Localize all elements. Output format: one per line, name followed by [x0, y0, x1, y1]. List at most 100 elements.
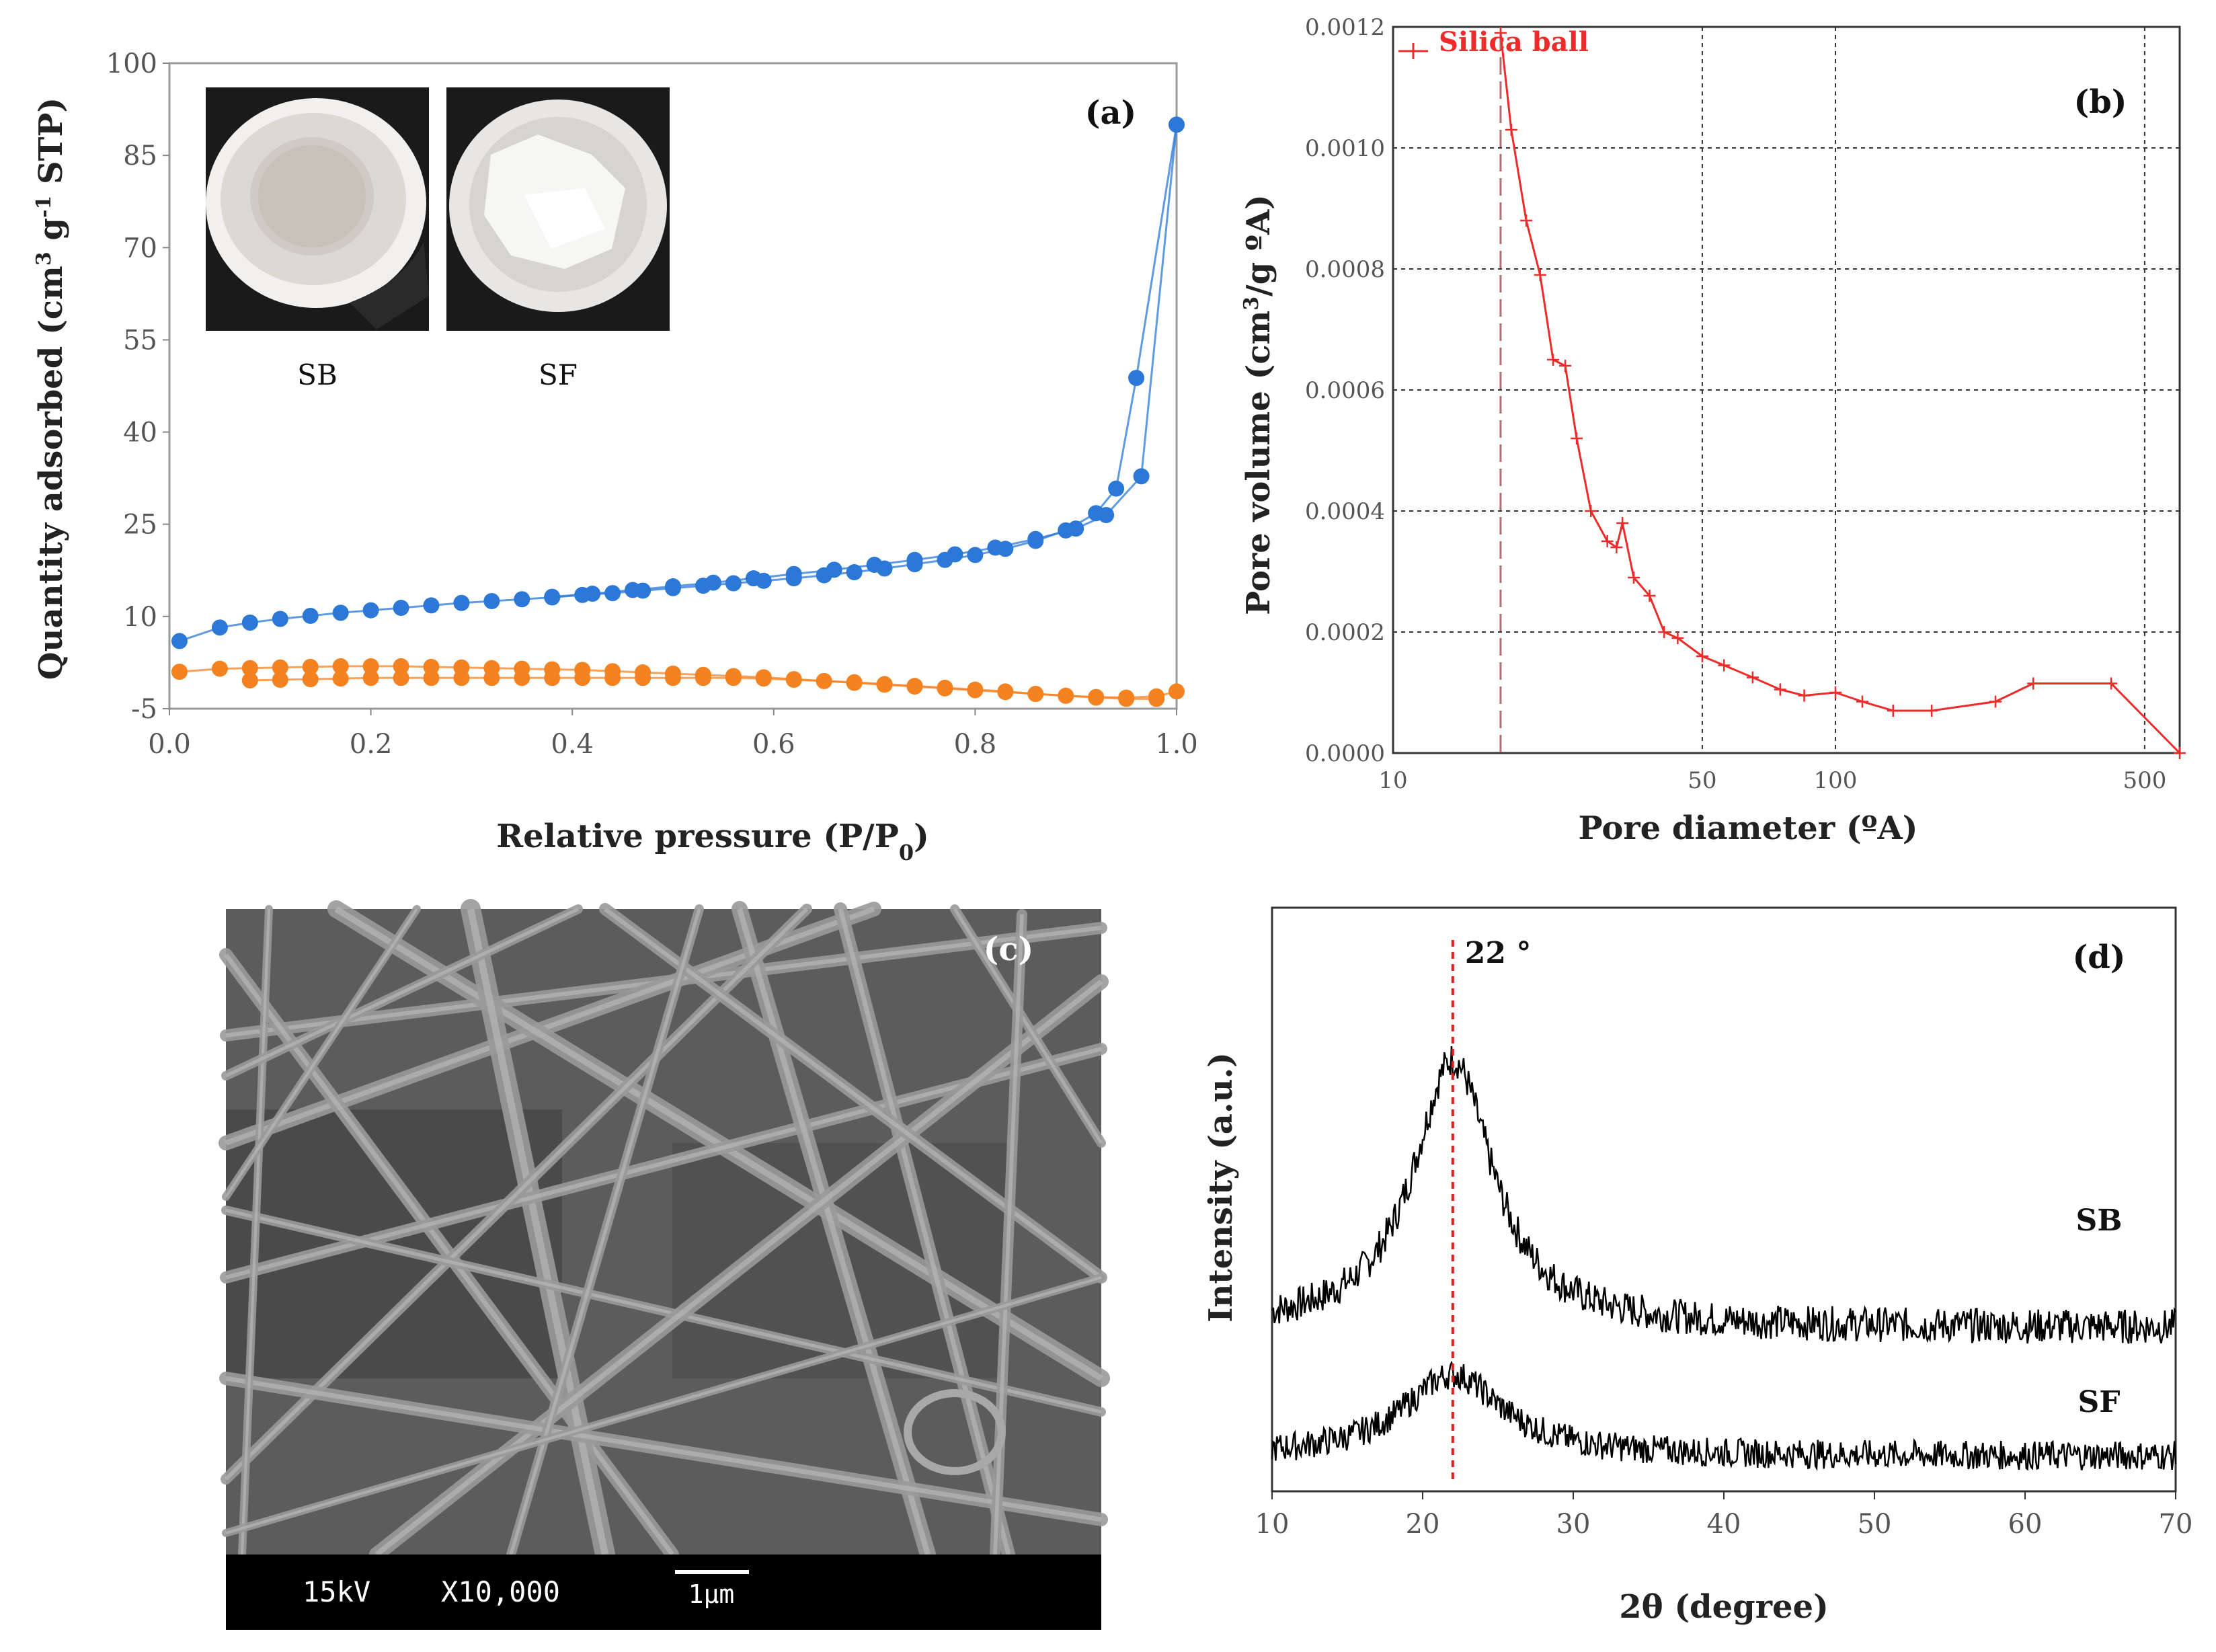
sem-fiber-highlight — [240, 908, 271, 1555]
panel-a-data-point — [604, 585, 621, 602]
panel-a-data-point — [785, 672, 802, 689]
panel-a-data-point — [1108, 480, 1125, 497]
panel-b-y-tick-label: 0.0000 — [1305, 740, 1385, 767]
panel-a-data-point — [362, 602, 379, 619]
panel-a-data-point — [635, 670, 651, 686]
panel-b-data-marker — [1989, 695, 2002, 708]
panel-b-x-tick-label: 500 — [2123, 767, 2166, 794]
panel-a-data-point — [876, 676, 893, 693]
panel-a-data-point — [584, 586, 601, 602]
panel-a-data-point — [393, 658, 409, 674]
panel-b-y-tick-label: 0.0004 — [1305, 498, 1385, 525]
panel-a-data-point — [947, 546, 963, 563]
panel-b-y-tick-label: 0.0012 — [1305, 14, 1385, 41]
panel-b-data-marker — [1926, 705, 1938, 717]
sem-fiber-highlight — [225, 1376, 1102, 1522]
panel-b-x-axis-label: Pore diameter (ºA) — [1579, 810, 1918, 847]
panel-a-data-point — [423, 670, 440, 686]
sem-fiber-highlight — [225, 908, 418, 1198]
panel-a-data-point — [302, 607, 319, 624]
panel-a-y-tick-label: 70 — [123, 233, 157, 264]
panel-b-x-tick-label: 50 — [1688, 767, 1716, 794]
panel-a-data-point — [1068, 520, 1084, 537]
panel-c-sem-image: 15kV X10,000 1μm (c) — [219, 899, 1110, 1630]
panel-a-data-point — [241, 672, 258, 689]
sem-fiber-highlight — [953, 908, 1103, 1144]
panel-a-data-point — [574, 670, 591, 686]
panel-a-series-line — [179, 124, 1178, 642]
panel-a-data-point — [453, 670, 470, 686]
panel-a-y-axis-label: Quantity adsorbed (cm3 g-1 STP) — [32, 97, 71, 680]
sem-fiber-highlight — [604, 907, 1103, 1280]
panel-b-data-marker — [1494, 27, 1507, 39]
panel-b-data-marker — [1534, 269, 1546, 281]
panel-b-data-marker — [1610, 541, 1623, 553]
inset-photo-sf — [446, 87, 670, 331]
panel-a-data-point — [785, 565, 802, 582]
inset-label-sf: SF — [539, 358, 578, 391]
panel-b-data-marker — [1547, 354, 1560, 366]
panel-d-letter: (d) — [2073, 939, 2126, 976]
panel-d-x-tick-label: 10 — [1255, 1509, 1290, 1540]
panel-a-data-point — [272, 659, 288, 676]
panel-a-data-point — [1098, 507, 1115, 523]
panel-a-data-point — [272, 672, 288, 689]
panel-b-y-tick-label: 0.0002 — [1305, 619, 1385, 646]
panel-a-data-point — [483, 593, 500, 609]
panel-b-legend-label: Silica ball — [1439, 26, 1589, 58]
panel-a-y-tick-label: 10 — [123, 602, 157, 633]
panel-b-data-marker — [2174, 747, 2186, 759]
panel-a-y-tick-label: 100 — [106, 48, 157, 79]
panel-a-data-point — [1088, 689, 1105, 706]
panel-a-data-point — [967, 681, 984, 698]
panel-a-data-point — [937, 679, 953, 696]
panel-a-y-tick-label: 25 — [123, 510, 157, 541]
panel-d-peak-label: 22 ° — [1465, 936, 1532, 970]
panel-a-x-tick-label: 1.0 — [1155, 729, 1198, 760]
panel-a-data-point — [393, 670, 409, 686]
panel-a-data-point — [1058, 687, 1074, 704]
panel-b-y-tick-label: 0.0010 — [1305, 135, 1385, 162]
panel-a-data-point — [453, 594, 470, 611]
panel-a-data-point — [171, 633, 188, 650]
panel-b-pore-distribution-chart: 0.0000 0.0002 0.0004 0.0006 0.0008 0.0010 0.00… — [1240, 14, 2186, 847]
panel-a-data-point — [1027, 530, 1044, 547]
panel-a-data-point — [332, 604, 349, 621]
sem-fiber-highlight — [225, 1275, 1102, 1535]
sem-info-bar — [226, 1555, 1101, 1630]
panel-a-data-point — [423, 597, 440, 614]
sem-fiber-highlight — [467, 908, 609, 1556]
panel-a-data-point — [604, 670, 621, 686]
panel-a-data-point — [171, 664, 188, 680]
panel-b-y-label-p1: 3 — [1240, 297, 1263, 311]
panel-a-data-point — [544, 588, 561, 605]
panel-a-x-axis-label: Relative pressure (P/P0) — [496, 818, 929, 865]
panel-b-data-marker — [1718, 659, 1731, 672]
panel-a-data-point — [625, 582, 641, 598]
panel-a-data-point — [514, 670, 530, 686]
panel-a-data-point — [906, 678, 923, 695]
panel-b-y-label-p2: /g ºA) — [1240, 194, 1277, 297]
panel-a-data-point — [1027, 686, 1044, 703]
panel-a-y-tick-label: 55 — [123, 325, 157, 356]
panel-a-data-point — [332, 658, 349, 674]
panel-a-y-tick-label: 40 — [123, 418, 157, 448]
panel-a-y-label-p4: STP) — [32, 97, 70, 196]
panel-d-xrd-trace — [1271, 1360, 2177, 1471]
panel-b-data-marker — [2027, 677, 2040, 690]
panel-b-data-marker — [2105, 677, 2118, 690]
panel-b-data-marker — [1616, 517, 1629, 529]
panel-d-x-tick-label: 70 — [2159, 1509, 2193, 1540]
panel-b-data-marker — [1798, 689, 1811, 702]
panel-a-x-tick-label: 0.4 — [551, 729, 594, 760]
panel-a-data-point — [816, 672, 832, 689]
panel-a-data-point — [987, 539, 1004, 556]
panel-b-data-marker — [1746, 671, 1759, 684]
panel-a-data-point — [705, 574, 721, 591]
sem-fiber-loop — [904, 1389, 1006, 1475]
panel-b-data-marker — [1696, 650, 1708, 662]
panel-a-data-point — [393, 600, 409, 617]
panel-a-data-point — [241, 615, 258, 631]
panel-d-x-tick-label: 60 — [2008, 1509, 2043, 1540]
